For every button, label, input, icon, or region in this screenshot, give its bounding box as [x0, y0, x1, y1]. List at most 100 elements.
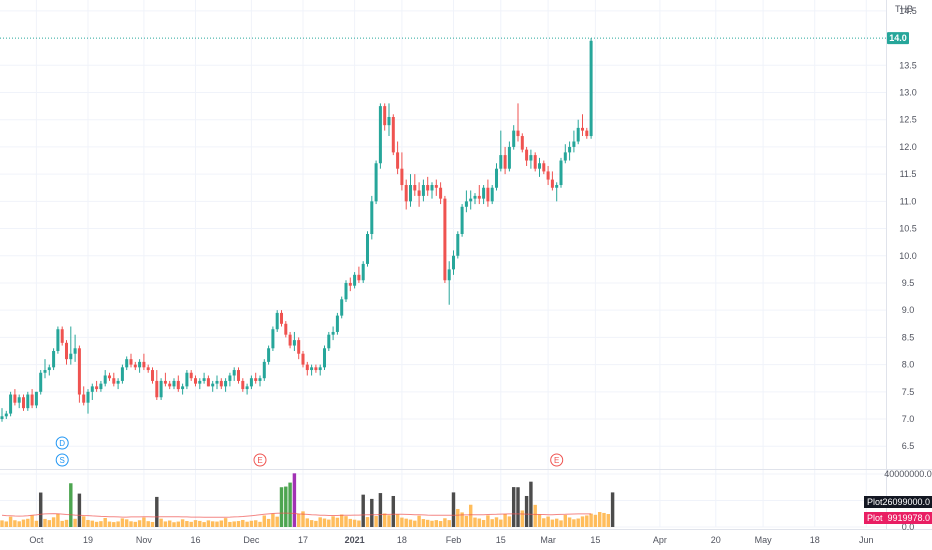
- price-tick-label: 8.0: [902, 360, 915, 370]
- candle-body: [202, 378, 206, 381]
- candle-body: [168, 383, 172, 387]
- candle-body: [181, 386, 185, 390]
- candle-body: [533, 155, 537, 169]
- volume-bar: [271, 513, 275, 527]
- candle-body: [254, 378, 258, 381]
- volume-bar: [511, 487, 516, 527]
- volume-bar: [395, 514, 400, 527]
- volume-bar: [597, 512, 602, 527]
- volume-bar: [447, 520, 451, 527]
- volume-bar: [284, 486, 288, 527]
- candle-body: [314, 367, 318, 371]
- volume-bar: [210, 521, 215, 527]
- candle-body: [60, 329, 64, 343]
- volume-bar: [430, 520, 434, 527]
- volume-bar: [456, 508, 460, 527]
- time-tick-label: 15: [590, 535, 600, 545]
- candle-body: [585, 130, 589, 137]
- volume-bar: [382, 513, 387, 527]
- volume-bar: [232, 521, 236, 527]
- candle-body: [456, 234, 460, 256]
- price-tick-label: 12.5: [899, 115, 917, 125]
- price-tick-label: 6.5: [902, 441, 915, 451]
- volume-bar: [292, 473, 297, 527]
- volume-bar: [223, 518, 228, 527]
- volume-bar: [460, 512, 464, 527]
- candle-body: [163, 380, 167, 384]
- volume-bar: [116, 521, 120, 527]
- volume-bar: [434, 520, 439, 527]
- event-marker[interactable]: [55, 436, 69, 450]
- event-markers[interactable]: DS E E: [55, 436, 564, 467]
- candle-body: [387, 117, 391, 126]
- candle-body: [499, 155, 503, 169]
- volume-bar: [567, 517, 572, 527]
- event-marker-label: D: [59, 439, 65, 448]
- price-tick-label: 11.0: [900, 196, 917, 206]
- candle-body: [73, 348, 77, 354]
- candle-body: [348, 282, 352, 286]
- event-marker[interactable]: [253, 453, 267, 467]
- volume-bar: [486, 515, 490, 527]
- volume-bar: [481, 519, 486, 527]
- candle-body: [47, 367, 51, 371]
- volume-bar: [327, 519, 331, 527]
- candle-body: [13, 394, 17, 403]
- candle-body: [580, 127, 585, 131]
- currency-label: THB: [895, 4, 913, 14]
- volume-bar: [150, 521, 155, 527]
- candle-body: [430, 185, 434, 191]
- volume-tick-label: 0.0: [902, 522, 915, 532]
- volume-bar: [352, 519, 357, 527]
- volume-bar: [279, 487, 284, 527]
- candle-body: [112, 378, 116, 384]
- candle-body: [236, 370, 241, 381]
- volume-bar: [387, 515, 391, 527]
- average-plot-tag-bg: [864, 512, 932, 524]
- volume-bar: [516, 487, 520, 527]
- volume-bar: [593, 514, 598, 527]
- price-tick-label: 7.0: [902, 414, 915, 424]
- candle-body: [559, 160, 563, 186]
- candle-body: [52, 351, 56, 368]
- candle-body: [469, 198, 473, 202]
- volume-bar: [322, 518, 327, 527]
- volume-plot-tag-bg: [864, 496, 932, 508]
- volume-bar: [417, 515, 421, 527]
- event-marker[interactable]: [550, 453, 564, 467]
- volume-bar: [314, 520, 318, 527]
- candle-body: [477, 195, 481, 199]
- volume-bar: [572, 519, 576, 527]
- volume-plot-tag-value: 26099000.0: [882, 497, 930, 507]
- volume-bar: [8, 516, 13, 527]
- price-tick-label: 8.5: [902, 332, 915, 342]
- volume-bar: [507, 516, 512, 527]
- volume-bar: [236, 521, 241, 527]
- candle-body: [464, 201, 468, 207]
- time-tick-label: 16: [190, 535, 200, 545]
- volume-bar: [176, 521, 181, 527]
- candlesticks: [0, 38, 593, 422]
- volume-bar: [301, 511, 305, 527]
- event-marker[interactable]: [55, 453, 69, 467]
- candle-body: [421, 185, 425, 196]
- volume-bar: [13, 520, 17, 527]
- volume-bar: [107, 521, 112, 527]
- candle-body: [82, 394, 86, 403]
- time-tick-label: 17: [298, 535, 308, 545]
- price-tick-label: 10.5: [899, 224, 917, 234]
- volume-bar: [421, 519, 426, 527]
- candle-body: [215, 380, 219, 384]
- price-tick-label: 13.5: [899, 60, 917, 70]
- volume-bar: [94, 521, 99, 527]
- volume-bar: [357, 520, 361, 527]
- volume-bar: [580, 516, 585, 527]
- volume-bar: [537, 514, 542, 527]
- candle-body: [589, 40, 593, 137]
- volume-bar: [245, 521, 249, 527]
- candle-body: [43, 370, 47, 373]
- candle-body: [555, 185, 559, 188]
- volume-bars: [0, 473, 615, 527]
